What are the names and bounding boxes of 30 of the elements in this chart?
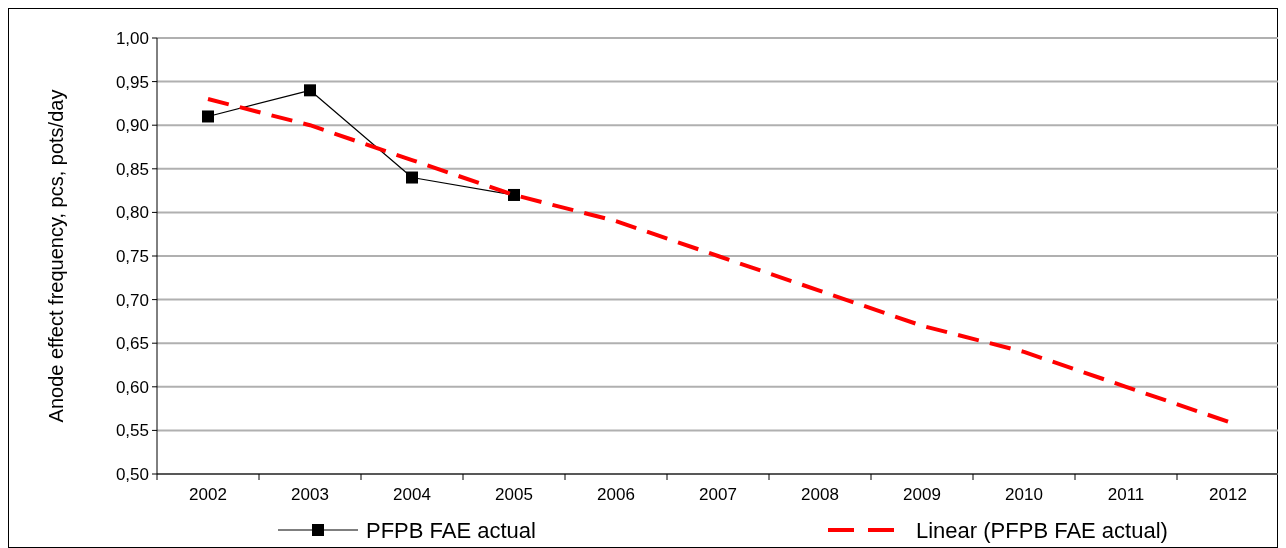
y-tick-label: 0,75	[115, 246, 149, 266]
x-tick-label: 2012	[1209, 485, 1247, 504]
x-tick-label: 2011	[1107, 485, 1145, 504]
x-tick-label: 2009	[903, 485, 941, 504]
x-tick-label: 2003	[291, 485, 329, 504]
x-tick-label: 2008	[801, 485, 839, 504]
y-tick-label: 0,90	[115, 116, 149, 136]
y-tick-label: 1,00	[115, 28, 149, 48]
y-tick-label: 0,95	[115, 72, 149, 92]
y-tick-label: 0,55	[115, 421, 149, 441]
y-tick-label: 0,65	[115, 334, 149, 354]
x-tick-label: 2002	[189, 485, 227, 504]
y-tick-label: 0,60	[115, 377, 149, 397]
y-tick-label: 0,85	[115, 159, 149, 179]
x-tick-label: 2007	[699, 485, 737, 504]
y-tick-label: 0,50	[115, 464, 149, 484]
x-tick-label: 2005	[495, 485, 533, 504]
y-tick-label: 0,70	[115, 290, 149, 310]
x-tick-label: 2004	[393, 485, 431, 504]
x-tick-label: 2006	[597, 485, 635, 504]
point	[406, 171, 418, 184]
point	[304, 84, 316, 97]
legend-label: Linear (PFPB FAE actual)	[916, 517, 1168, 543]
point	[508, 188, 520, 201]
y-tick-label: 0,80	[115, 203, 149, 223]
line-series	[206, 97, 1230, 424]
y-axis-title: Anode effect frequency, pcs, pots/day	[45, 89, 67, 423]
legend-label: PFPB FAE actual	[366, 517, 536, 543]
x-tick-label: 2010	[1005, 485, 1043, 504]
point	[202, 110, 214, 123]
